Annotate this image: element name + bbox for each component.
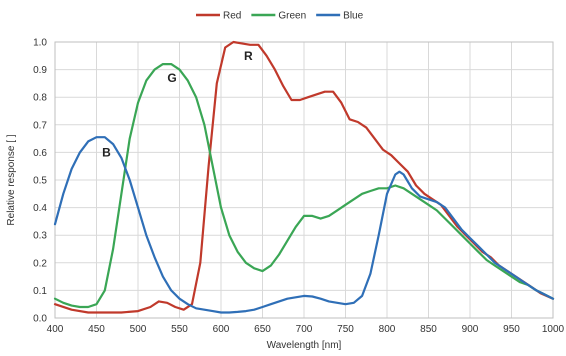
x-tick-label: 750 bbox=[337, 324, 354, 335]
x-tick-label: 650 bbox=[254, 324, 271, 335]
x-tick-label: 500 bbox=[130, 324, 147, 335]
series-line-blue bbox=[53, 136, 555, 314]
y-tick-label: 0.8 bbox=[33, 93, 47, 104]
y-tick-label: 0.2 bbox=[33, 258, 47, 269]
series-line-green bbox=[53, 62, 555, 309]
y-tick-label: 0.5 bbox=[33, 176, 47, 187]
y-tick-label: 0.1 bbox=[33, 286, 47, 297]
y-tick-label: 0.4 bbox=[33, 203, 47, 214]
y-axis-title: Relative response [ ] bbox=[6, 134, 17, 225]
annotation-label-g: G bbox=[167, 71, 176, 85]
series-lines bbox=[53, 40, 555, 314]
plot-area bbox=[54, 41, 554, 319]
legend: Red Green Blue bbox=[196, 11, 364, 22]
x-axis-title: Wavelength [nm] bbox=[267, 340, 342, 351]
x-tick-label: 1000 bbox=[542, 324, 565, 335]
annotation-label-b: B bbox=[102, 145, 111, 159]
legend-label-red: Red bbox=[223, 11, 241, 22]
x-tick-label: 800 bbox=[379, 324, 396, 335]
x-tick-label: 600 bbox=[213, 324, 230, 335]
y-tick-label: 1.0 bbox=[33, 38, 47, 49]
annotations: B G R bbox=[102, 49, 253, 160]
annotation-label-r: R bbox=[244, 49, 253, 63]
x-tick-label: 700 bbox=[296, 324, 313, 335]
y-tick-label: 0.0 bbox=[33, 314, 47, 325]
y-axis-ticks: 0.0 0.1 0.2 0.3 0.4 0.5 0.6 0.7 0.8 0.9 1.0 bbox=[33, 38, 47, 325]
x-tick-label: 950 bbox=[503, 324, 520, 335]
x-tick-label: 550 bbox=[171, 324, 188, 335]
legend-label-green: Green bbox=[278, 11, 306, 22]
x-tick-label: 850 bbox=[420, 324, 437, 335]
x-tick-label: 400 bbox=[47, 324, 64, 335]
x-tick-label: 450 bbox=[88, 324, 105, 335]
y-tick-label: 0.6 bbox=[33, 148, 47, 159]
y-tick-label: 0.9 bbox=[33, 65, 47, 76]
x-tick-label: 900 bbox=[462, 324, 479, 335]
legend-label-blue: Blue bbox=[343, 11, 363, 22]
y-tick-label: 0.3 bbox=[33, 231, 47, 242]
y-tick-label: 0.7 bbox=[33, 120, 47, 131]
x-axis-ticks: 400 450 500 550 600 650 700 750 800 850 900 950 1000 bbox=[47, 324, 565, 335]
